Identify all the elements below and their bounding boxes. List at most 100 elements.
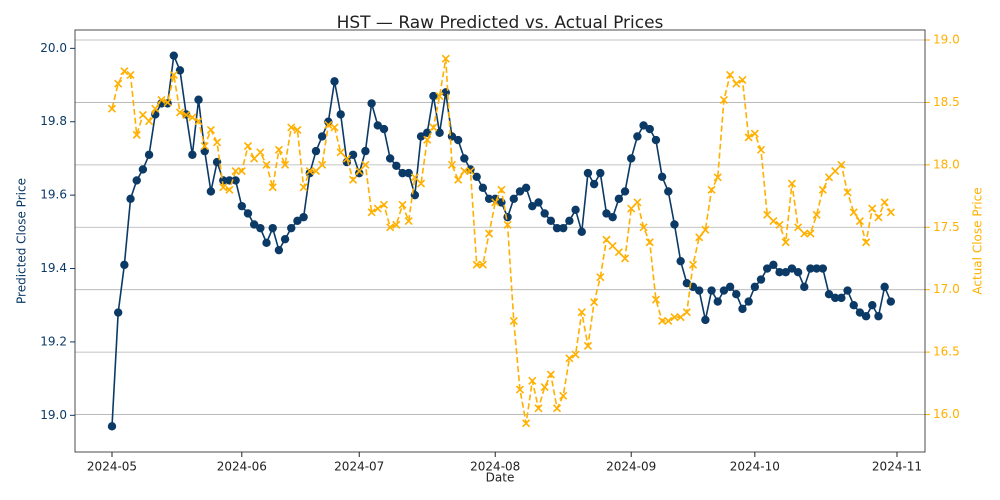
data-point — [138, 165, 148, 174]
data-point — [404, 216, 413, 226]
data-point — [213, 138, 222, 147]
data-point — [806, 264, 815, 273]
data-point — [658, 316, 667, 325]
data-point — [651, 295, 661, 304]
data-point — [497, 185, 506, 194]
data-point — [695, 286, 704, 295]
data-point — [800, 229, 809, 238]
data-point — [559, 391, 568, 400]
data-point — [664, 187, 673, 196]
data-point — [843, 286, 852, 295]
y2-axis-label: Actual Close Price — [971, 187, 985, 294]
data-point — [256, 223, 265, 233]
data-point — [874, 312, 883, 321]
y2-tick-label: 16.5 — [933, 345, 960, 359]
data-point — [114, 79, 123, 88]
data-point — [676, 256, 685, 266]
data-point — [713, 173, 722, 182]
data-point — [763, 210, 772, 219]
data-point — [491, 198, 500, 207]
data-point — [416, 179, 426, 188]
data-point — [144, 150, 154, 159]
data-point — [886, 208, 895, 217]
data-point — [336, 110, 345, 119]
data-point — [361, 160, 370, 169]
data-point — [447, 160, 457, 169]
y2-tick-label: 17.0 — [933, 282, 960, 296]
data-point — [441, 54, 450, 63]
y-tick-label: 19.6 — [40, 188, 67, 202]
data-point — [830, 293, 840, 303]
data-point — [571, 205, 580, 215]
y-tick-label: 19.4 — [40, 261, 67, 275]
plot-frame — [74, 29, 926, 453]
x-tick-label: 2024-08 — [470, 460, 520, 474]
data-point — [688, 260, 698, 269]
data-point — [800, 282, 809, 292]
data-point — [861, 312, 871, 321]
y2-tick-label: 18.5 — [933, 95, 960, 109]
data-point — [398, 168, 407, 178]
data-point — [812, 210, 821, 219]
data-point — [837, 293, 846, 303]
data-point — [565, 216, 574, 226]
data-point — [336, 148, 345, 157]
data-point — [509, 194, 518, 203]
data-point — [503, 220, 512, 229]
data-point — [243, 142, 253, 151]
data-point — [392, 220, 401, 229]
data-point — [707, 185, 716, 194]
data-point — [577, 227, 586, 237]
y-axis-label: Predicted Close Price — [15, 178, 29, 304]
data-point — [521, 183, 531, 192]
data-point — [281, 160, 290, 169]
data-point — [194, 117, 203, 126]
data-point — [787, 264, 797, 273]
data-point — [862, 238, 871, 247]
data-point — [824, 290, 834, 299]
data-point — [812, 264, 821, 273]
data-point — [138, 110, 147, 119]
data-point — [633, 198, 642, 207]
data-point — [194, 95, 203, 104]
data-point — [386, 223, 395, 232]
data-point — [324, 120, 333, 129]
data-point — [713, 297, 722, 306]
data-point — [756, 145, 766, 154]
data-point — [886, 297, 896, 306]
y2-tick-label: 16.0 — [933, 407, 960, 421]
data-point — [534, 198, 543, 207]
data-point — [330, 123, 339, 132]
data-point — [775, 220, 784, 229]
chart-title: HST — Raw Predicted vs. Actual Prices — [337, 13, 664, 33]
data-point — [540, 383, 549, 392]
data-point — [546, 370, 555, 379]
data-point — [274, 245, 284, 255]
data-point — [145, 117, 154, 126]
data-point — [410, 173, 419, 182]
data-point — [163, 98, 172, 107]
data-point — [478, 183, 488, 192]
data-point — [249, 220, 259, 229]
x-tick-label: 2024-11 — [872, 460, 922, 474]
data-point — [756, 275, 766, 284]
data-point — [670, 220, 679, 229]
x-tick-label: 2024-10 — [730, 460, 780, 474]
data-point — [540, 209, 549, 218]
x-tick-label: 2024-09 — [606, 460, 656, 474]
data-point — [379, 200, 389, 209]
data-point — [385, 154, 395, 163]
data-point — [484, 194, 494, 203]
data-point — [262, 160, 271, 169]
data-point — [280, 234, 290, 244]
data-point — [732, 79, 741, 88]
data-point — [268, 183, 277, 192]
data-point — [855, 216, 864, 226]
data-point — [509, 316, 518, 325]
data-point — [670, 313, 679, 322]
data-point — [645, 238, 654, 247]
data-point — [373, 121, 382, 130]
data-point — [794, 223, 803, 232]
data-point — [361, 146, 370, 156]
data-point — [639, 121, 648, 130]
